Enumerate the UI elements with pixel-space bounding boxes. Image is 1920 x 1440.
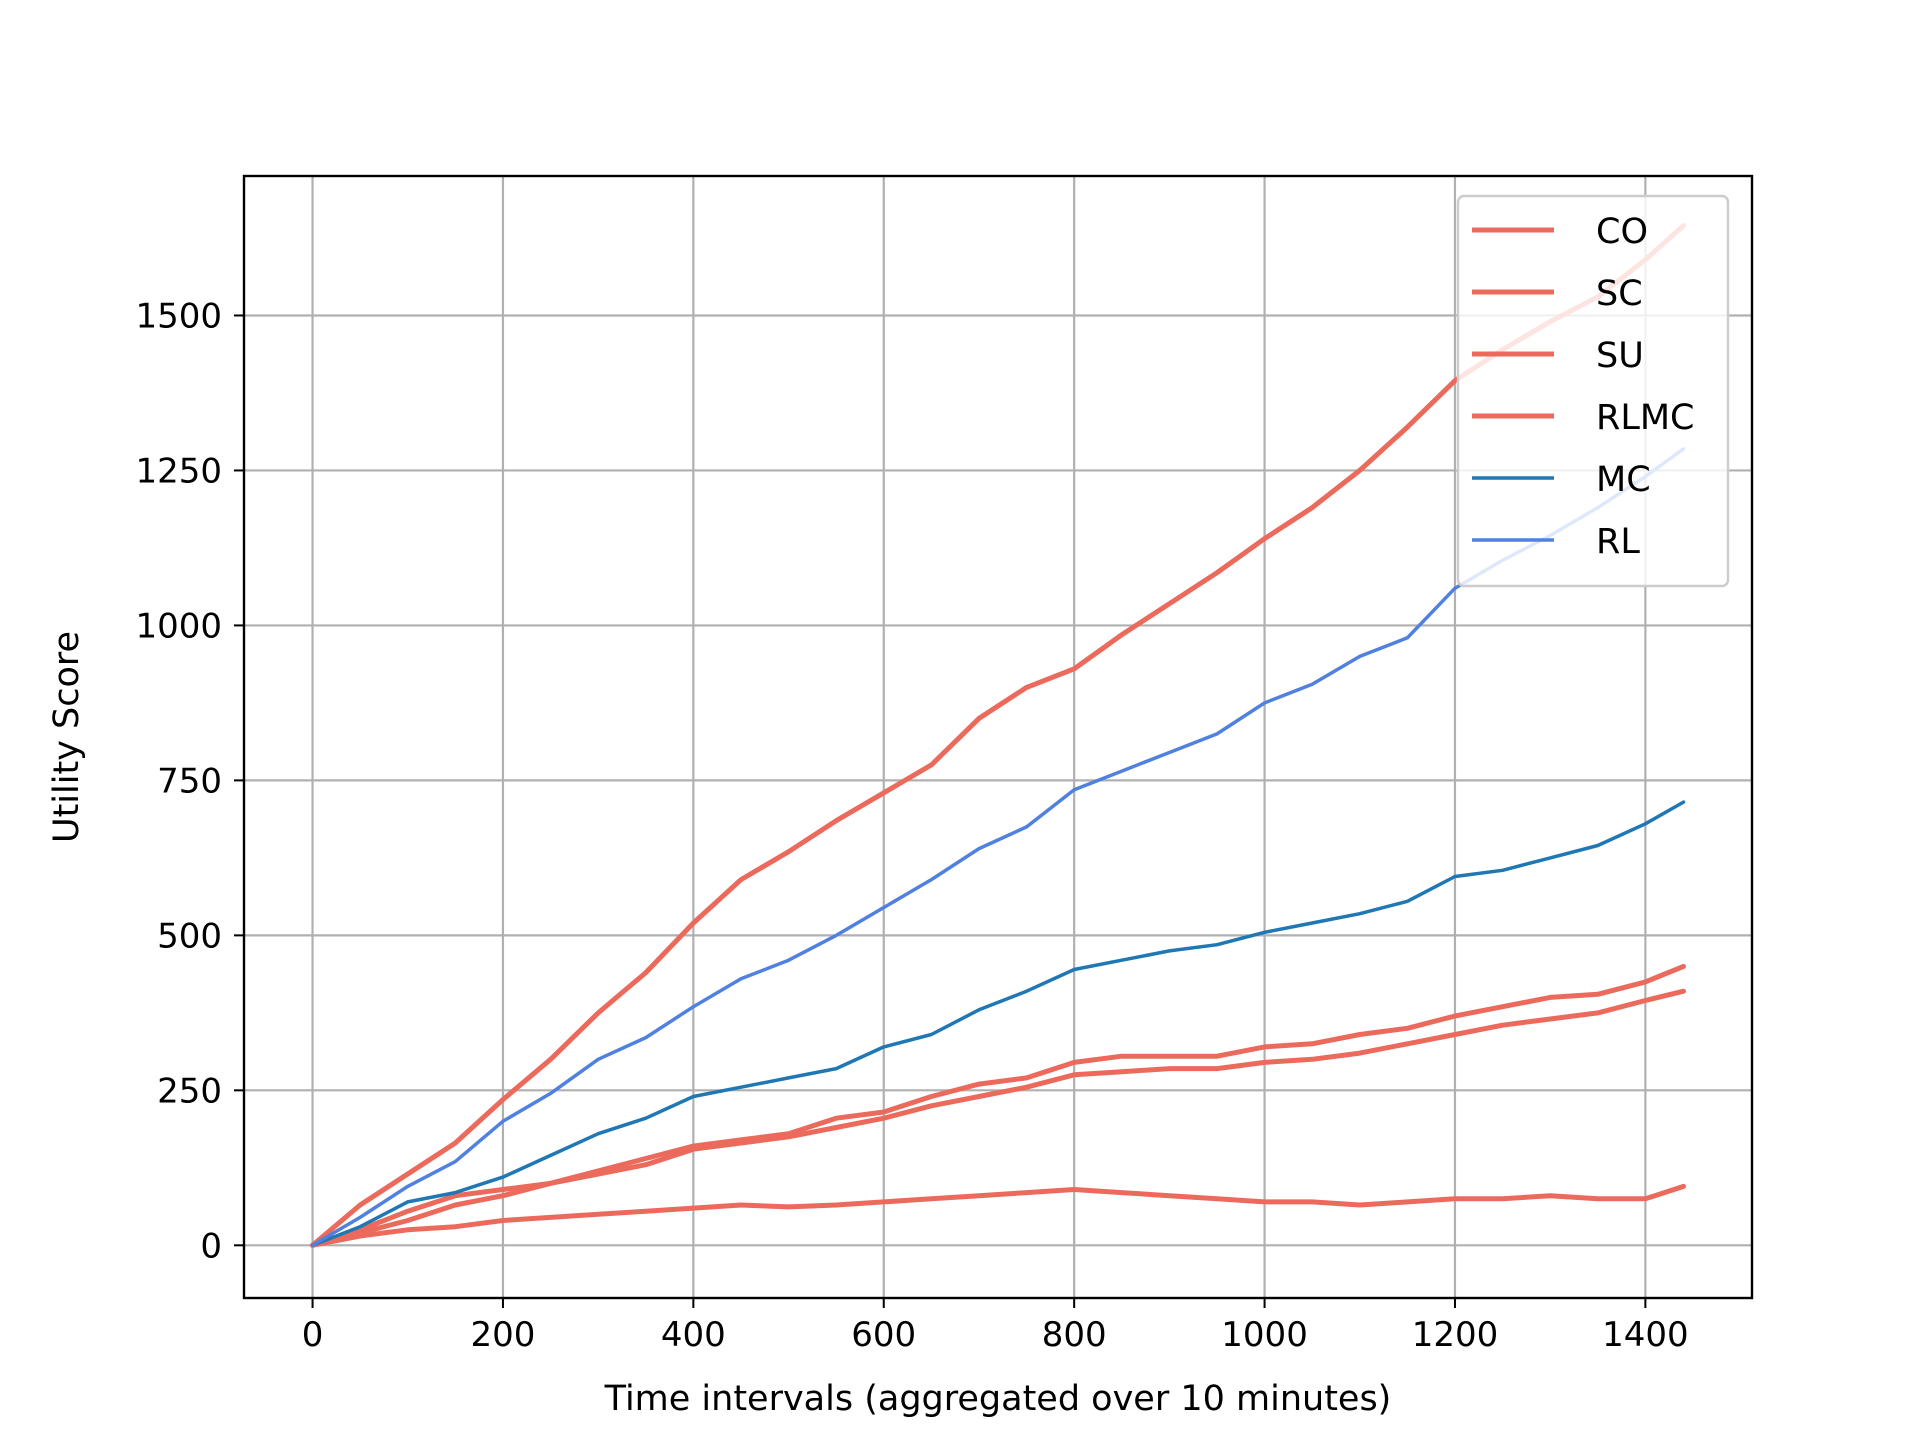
series-line-rlmc bbox=[310, 988, 1686, 1248]
y-tick-label: 750 bbox=[157, 761, 222, 801]
series-line-su bbox=[310, 1183, 1686, 1248]
series-lines bbox=[310, 223, 1686, 1248]
x-tick-label: 800 bbox=[1042, 1315, 1107, 1355]
x-tick-label: 1200 bbox=[1412, 1315, 1499, 1355]
legend-label-sc: SC bbox=[1596, 274, 1643, 314]
y-tick-label: 1000 bbox=[135, 606, 222, 646]
legend-label-rlmc: RLMC bbox=[1596, 398, 1694, 438]
y-tick-label: 500 bbox=[157, 916, 222, 956]
x-tick-label: 400 bbox=[661, 1315, 726, 1355]
x-tick-label: 0 bbox=[302, 1315, 324, 1355]
legend: CO SC SU RLMC MC RL bbox=[1456, 194, 1730, 588]
legend-label-su: SU bbox=[1596, 336, 1644, 376]
x-tick-label: 200 bbox=[470, 1315, 535, 1355]
legend-label-co: CO bbox=[1596, 212, 1648, 252]
y-tick-label: 0 bbox=[200, 1226, 222, 1266]
x-axis-label: Time intervals (aggregated over 10 minut… bbox=[604, 1379, 1392, 1419]
y-axis-label: Utility Score bbox=[47, 631, 87, 843]
x-tick-label: 1400 bbox=[1602, 1315, 1689, 1355]
axis-ticks: 0 200 400 600 800 1000 1200 1400 0 250 500 750 1000 1… bbox=[135, 296, 1688, 1355]
plot-area-frame bbox=[242, 174, 1754, 1300]
y-tick-label: 1500 bbox=[135, 296, 222, 336]
series-line-mc bbox=[310, 800, 1686, 1248]
series-line-sc bbox=[310, 963, 1686, 1248]
x-tick-label: 600 bbox=[851, 1315, 916, 1355]
y-tick-label: 250 bbox=[157, 1071, 222, 1111]
legend-box bbox=[1456, 194, 1730, 588]
y-tick-label: 1250 bbox=[135, 451, 222, 491]
legend-label-rl: RL bbox=[1596, 522, 1640, 562]
x-tick-label: 1000 bbox=[1221, 1315, 1308, 1355]
legend-label-mc: MC bbox=[1596, 460, 1651, 500]
